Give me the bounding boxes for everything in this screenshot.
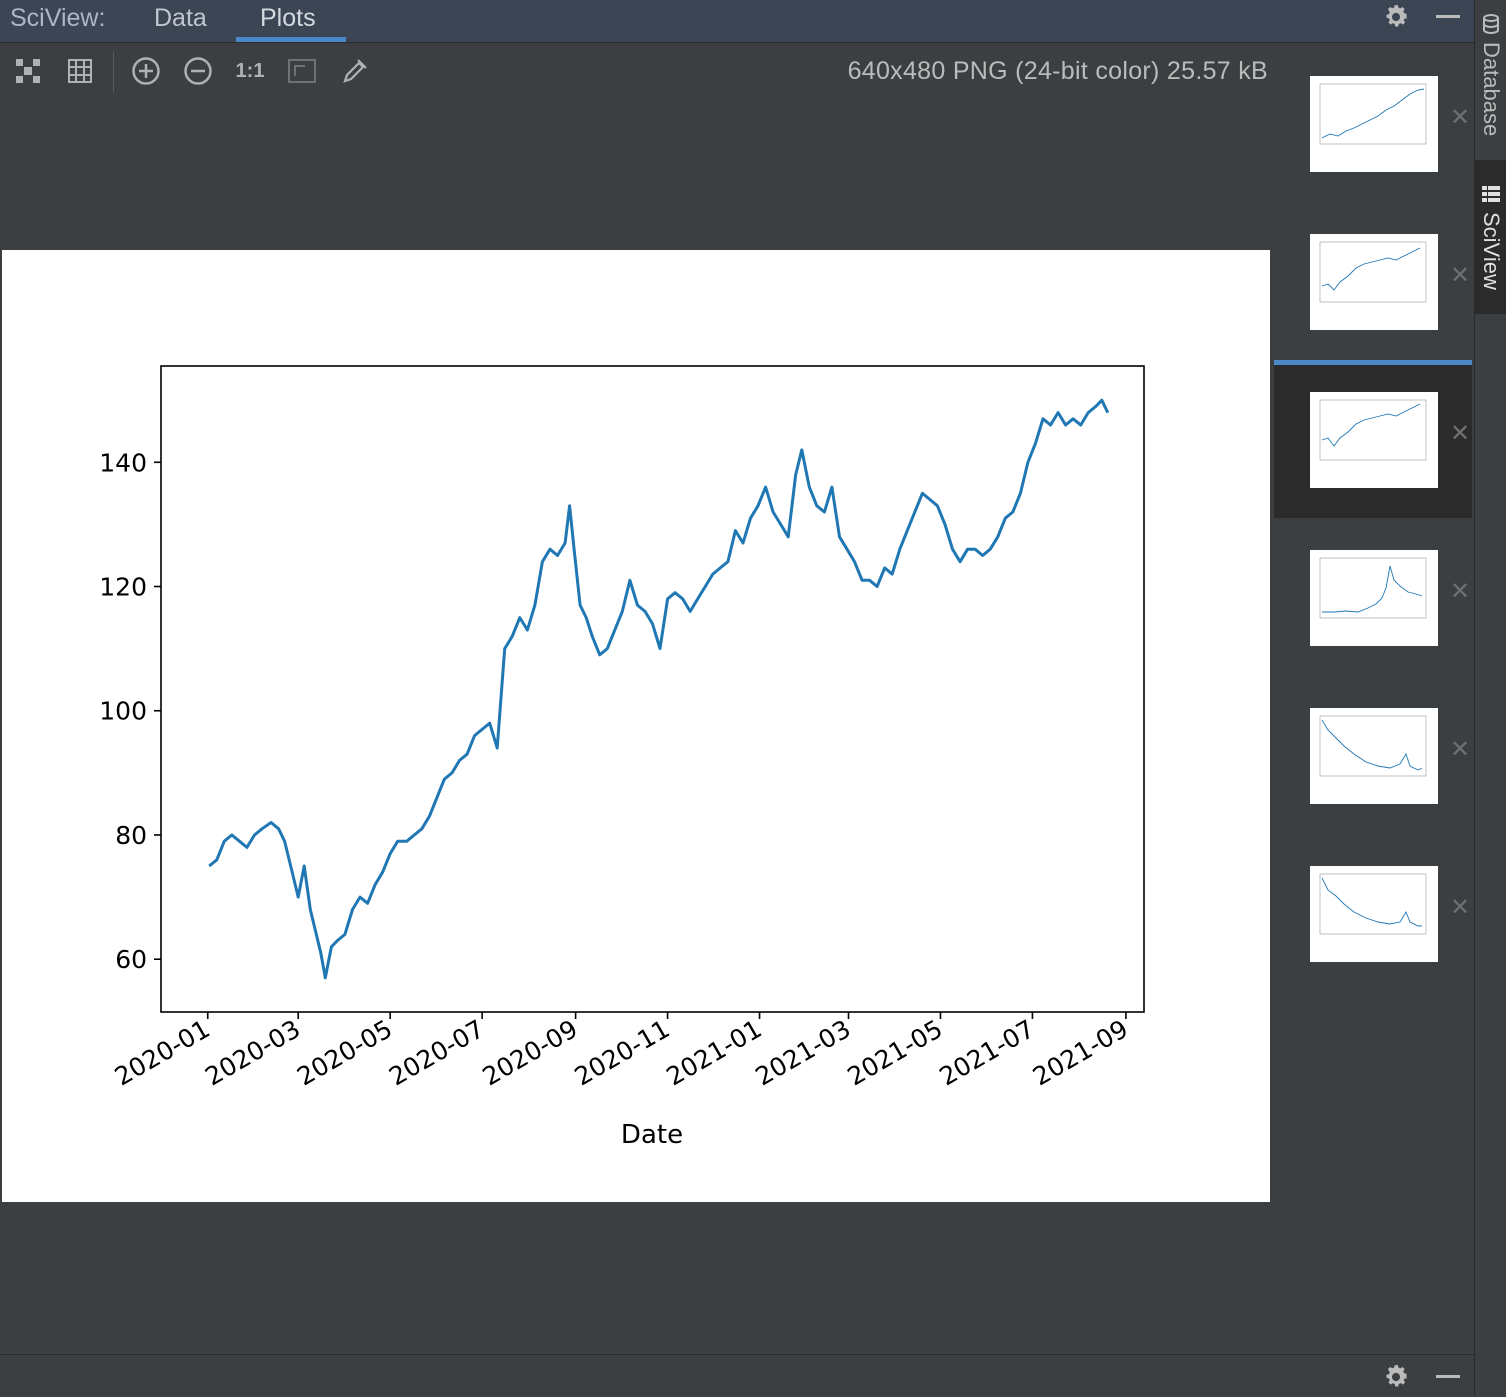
image-info-label: 640x480 PNG (24-bit color) 25.57 kB: [847, 57, 1268, 85]
thumbnail-series-line: [1321, 719, 1423, 771]
close-icon[interactable]: ✕: [1450, 420, 1471, 447]
x-axis-label: Date: [621, 1120, 683, 1150]
table-icon: [1478, 184, 1504, 204]
plot-thumbnail[interactable]: [1310, 866, 1438, 962]
thumbnail-series-line: [1321, 88, 1425, 139]
plot-image: 60 80 100 120 140 2020-01 2020-03 2020-05 2020-…: [2, 250, 1270, 1202]
gear-icon[interactable]: [1382, 1363, 1410, 1391]
plot-thumbnail[interactable]: [1310, 708, 1438, 804]
side-tab-sciview[interactable]: SciView: [1475, 160, 1506, 314]
x-tick-label: 2020-07: [384, 1014, 489, 1091]
x-tick-label: 2020-05: [292, 1014, 397, 1091]
x-tick-label: 2021-07: [934, 1014, 1039, 1091]
y-tick-label: 60: [115, 945, 147, 974]
thumbnail-axes-frame: [1319, 873, 1427, 935]
x-tick-label: 2021-01: [662, 1014, 767, 1091]
close-icon[interactable]: ✕: [1450, 262, 1471, 289]
x-tick-label: 2020-03: [200, 1014, 305, 1091]
color-picker-icon[interactable]: [340, 56, 370, 86]
plot-thumbnail[interactable]: [1310, 234, 1438, 330]
plot-thumbnail-row[interactable]: ✕: [1274, 360, 1472, 518]
tab-data[interactable]: Data: [154, 4, 207, 32]
tab-plots[interactable]: Plots: [260, 4, 316, 32]
thumbnail-axes-frame: [1319, 715, 1427, 777]
plot-thumbnail-row[interactable]: ✕: [1274, 676, 1472, 834]
sciview-header: SciView: Data Plots: [0, 0, 1474, 43]
plot-thumbnail-row[interactable]: ✕: [1274, 202, 1472, 360]
plot-thumbnail[interactable]: [1310, 550, 1438, 646]
thumbnail-axes-frame: [1319, 399, 1427, 461]
thumbnail-series-line: [1321, 247, 1421, 291]
x-tick-label: 2021-05: [842, 1014, 947, 1091]
close-icon[interactable]: ✕: [1450, 894, 1471, 921]
tool-window-strip: Database SciView: [1474, 0, 1506, 1396]
x-tick-label: 2020-01: [110, 1014, 215, 1091]
side-tab-database[interactable]: Database: [1475, 8, 1506, 148]
plot-thumbnail-row[interactable]: ✕: [1274, 834, 1472, 992]
y-tick-label: 120: [99, 573, 147, 602]
x-tick-label: 2020-09: [478, 1014, 583, 1091]
plot-thumbnail-row[interactable]: ✕: [1274, 44, 1472, 202]
panel-title: SciView:: [10, 4, 106, 32]
plot-thumbnail-row[interactable]: ✕: [1274, 518, 1472, 676]
plot-toolbar: 1:1 640x480 PNG (24-bit color) 25.57 kB: [0, 44, 1274, 100]
thumbnail-series-line: [1321, 877, 1422, 927]
side-tab-sciview-label: SciView: [1479, 212, 1504, 290]
plots-thumbnail-list: ✕ ✕ ✕ ✕ ✕ ✕: [1274, 44, 1472, 1354]
plot-thumbnail[interactable]: [1310, 76, 1438, 172]
y-tick-label: 100: [99, 697, 147, 726]
minimize-icon[interactable]: [1434, 1363, 1462, 1391]
y-tick-label: 80: [115, 821, 147, 850]
close-icon[interactable]: ✕: [1450, 578, 1471, 605]
close-icon[interactable]: ✕: [1450, 736, 1471, 763]
thumbnail-axes-frame: [1319, 557, 1427, 619]
thumbnail-series-line: [1321, 403, 1421, 447]
side-tab-database-label: Database: [1479, 42, 1504, 137]
plot-thumbnail[interactable]: [1310, 392, 1438, 488]
close-icon[interactable]: ✕: [1450, 104, 1471, 131]
grid-icon[interactable]: [66, 56, 94, 86]
fit-to-window-icon[interactable]: [14, 56, 42, 86]
zoom-in-icon[interactable]: [130, 56, 162, 86]
series-line: [208, 398, 1110, 980]
x-tick-label: 2021-03: [751, 1014, 856, 1091]
thumbnail-series-line: [1322, 565, 1423, 613]
x-tick-label: 2021-09: [1028, 1014, 1133, 1091]
database-icon: [1478, 14, 1504, 35]
bottom-toolbar: [0, 1354, 1474, 1397]
zoom-out-icon[interactable]: [182, 56, 214, 86]
minimize-icon[interactable]: [1434, 3, 1462, 31]
active-tab-indicator: [236, 37, 346, 42]
selected-thumbnail-indicator: [1274, 360, 1472, 365]
x-tick-label: 2020-11: [570, 1014, 675, 1091]
toolbar-separator: [113, 52, 114, 92]
y-tick-label: 140: [99, 448, 147, 477]
actual-size-icon[interactable]: 1:1: [235, 59, 265, 82]
thumbnail-axes-frame: [1319, 83, 1427, 145]
plot-axes-frame: [160, 365, 1145, 1013]
thumbnail-axes-frame: [1319, 241, 1427, 303]
gear-icon[interactable]: [1382, 3, 1410, 31]
fit-to-screen-icon[interactable]: [286, 56, 318, 86]
